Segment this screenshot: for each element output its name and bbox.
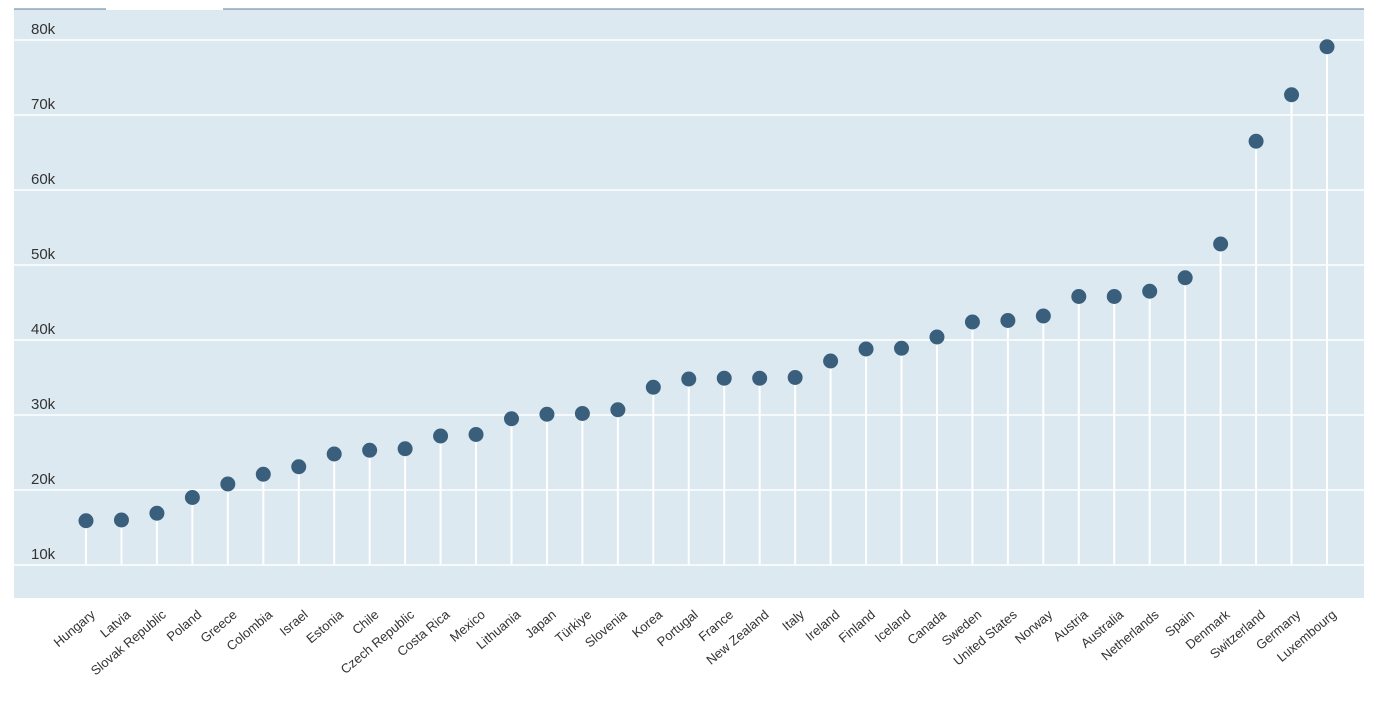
y-axis-ticks: 10k 20k 30k 40k 50k 60k 70k 80k <box>31 21 56 563</box>
x-category-label: Portugal <box>654 607 701 650</box>
y-tick-label: 60k <box>31 171 56 188</box>
data-point[interactable] <box>716 370 732 386</box>
data-point[interactable] <box>823 353 839 369</box>
data-point[interactable] <box>255 466 271 482</box>
data-point[interactable] <box>397 441 413 457</box>
data-point[interactable] <box>1035 308 1051 324</box>
active-tab-marker[interactable] <box>106 6 223 10</box>
data-point[interactable] <box>113 512 129 528</box>
x-category-label: Norway <box>1012 606 1056 646</box>
data-point[interactable] <box>1000 313 1016 328</box>
data-point[interactable] <box>78 513 94 529</box>
data-point[interactable] <box>787 370 803 385</box>
data-point[interactable] <box>610 402 626 418</box>
data-point[interactable] <box>752 370 768 386</box>
data-point[interactable] <box>1213 236 1229 252</box>
x-category-label: Hungary <box>51 606 99 649</box>
x-category-label: Finland <box>836 607 878 646</box>
data-points <box>78 39 1335 529</box>
data-point[interactable] <box>1177 270 1193 286</box>
data-point[interactable] <box>964 314 980 330</box>
data-point[interactable] <box>1319 39 1335 55</box>
data-point[interactable] <box>326 446 342 462</box>
y-tick-label: 50k <box>31 246 56 263</box>
y-tick-label: 20k <box>31 471 56 488</box>
data-point[interactable] <box>858 341 874 357</box>
data-point[interactable] <box>362 442 378 458</box>
data-point[interactable] <box>681 371 697 387</box>
y-tick-label: 10k <box>31 546 56 563</box>
data-point[interactable] <box>645 379 661 395</box>
stems <box>85 46 1328 565</box>
y-tick-label: 30k <box>31 396 56 413</box>
data-point[interactable] <box>220 476 236 492</box>
data-point[interactable] <box>894 340 910 356</box>
data-point[interactable] <box>574 406 590 421</box>
data-point[interactable] <box>184 490 200 505</box>
data-point[interactable] <box>539 406 555 422</box>
data-point[interactable] <box>291 459 307 475</box>
gridlines <box>14 39 1364 566</box>
data-point[interactable] <box>433 428 449 444</box>
chart-top-strip <box>0 0 1382 9</box>
data-point[interactable] <box>929 329 945 345</box>
data-point[interactable] <box>1142 283 1158 299</box>
y-tick-label: 80k <box>31 21 56 38</box>
data-point[interactable] <box>1284 87 1300 103</box>
data-point[interactable] <box>468 427 484 442</box>
x-category-label: Italy <box>779 606 807 633</box>
data-point[interactable] <box>1071 289 1087 304</box>
x-category-label: Poland <box>164 607 205 645</box>
y-tick-label: 70k <box>31 96 56 113</box>
y-tick-label: 40k <box>31 321 56 338</box>
data-point[interactable] <box>503 411 519 427</box>
x-category-label: Ireland <box>802 607 842 644</box>
data-point[interactable] <box>1248 133 1264 149</box>
data-point[interactable] <box>1106 289 1122 304</box>
x-category-label: Estonia <box>303 606 346 646</box>
data-point[interactable] <box>149 505 165 521</box>
